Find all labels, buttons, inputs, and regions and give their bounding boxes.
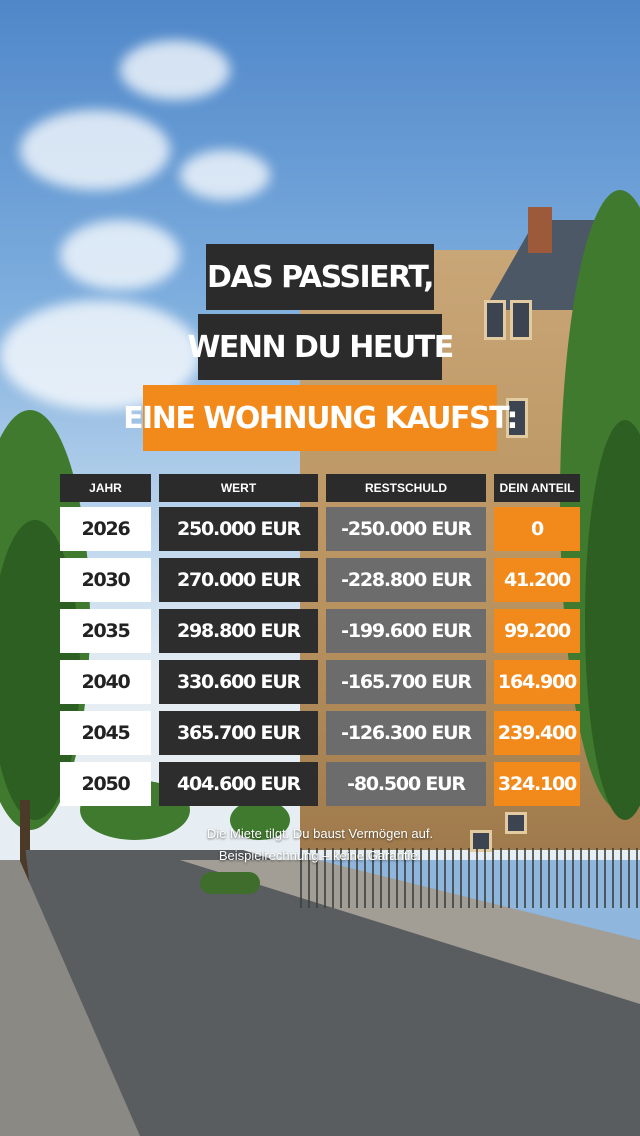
cloud (20, 110, 170, 190)
cell-wert: 298.800 EUR (159, 609, 318, 653)
cell-jahr: 2030 (60, 558, 151, 602)
tree (230, 800, 290, 840)
cell-anteil: 324.100 (494, 762, 580, 806)
cell-wert: 250.000 EUR (159, 507, 318, 551)
cell-restschuld: -250.000 EUR (326, 507, 486, 551)
cloud (180, 150, 270, 200)
headline-line-2: WENN DU HEUTE (187, 314, 454, 380)
cell-jahr: 2040 (60, 660, 151, 704)
cell-jahr: 2045 (60, 711, 151, 755)
cell-jahr: 2050 (60, 762, 151, 806)
cloud (60, 220, 180, 290)
cell-jahr: 2035 (60, 609, 151, 653)
headline-line-1: DAS PASSIERT, (206, 244, 434, 310)
cell-restschuld: -165.700 EUR (326, 660, 486, 704)
window (505, 812, 527, 834)
cell-wert: 404.600 EUR (159, 762, 318, 806)
fence (300, 848, 640, 908)
hedge (200, 872, 260, 894)
cell-wert: 270.000 EUR (159, 558, 318, 602)
cell-anteil: 99.200 (494, 609, 580, 653)
window (510, 300, 532, 340)
table-header-jahr: JAHR (60, 474, 151, 502)
footnote-line-2: Beispielrechnung – keine Garantie. (218, 848, 422, 863)
cell-wert: 330.600 EUR (159, 660, 318, 704)
cell-anteil: 0 (494, 507, 580, 551)
cell-wert: 365.700 EUR (159, 711, 318, 755)
cell-restschuld: -126.300 EUR (326, 711, 486, 755)
footnote-line-1: Die Miete tilgt. Du baust Vermögen auf. (206, 826, 434, 841)
window (484, 300, 506, 340)
table-header-wert: WERT (159, 474, 318, 502)
cell-anteil: 239.400 (494, 711, 580, 755)
cell-jahr: 2026 (60, 507, 151, 551)
tree-trunk (20, 800, 30, 890)
cell-anteil: 41.200 (494, 558, 580, 602)
table-header-restschuld: RESTSCHULD (326, 474, 486, 502)
cell-restschuld: -228.800 EUR (326, 558, 486, 602)
chimney (528, 207, 552, 253)
headline-line-3: EINE WOHNUNG KAUFST: (123, 385, 518, 451)
cell-restschuld: -199.600 EUR (326, 609, 486, 653)
cell-anteil: 164.900 (494, 660, 580, 704)
cloud (120, 40, 230, 100)
cell-restschuld: -80.500 EUR (326, 762, 486, 806)
table-header-anteil: DEIN ANTEIL (494, 474, 580, 502)
window (506, 398, 528, 438)
